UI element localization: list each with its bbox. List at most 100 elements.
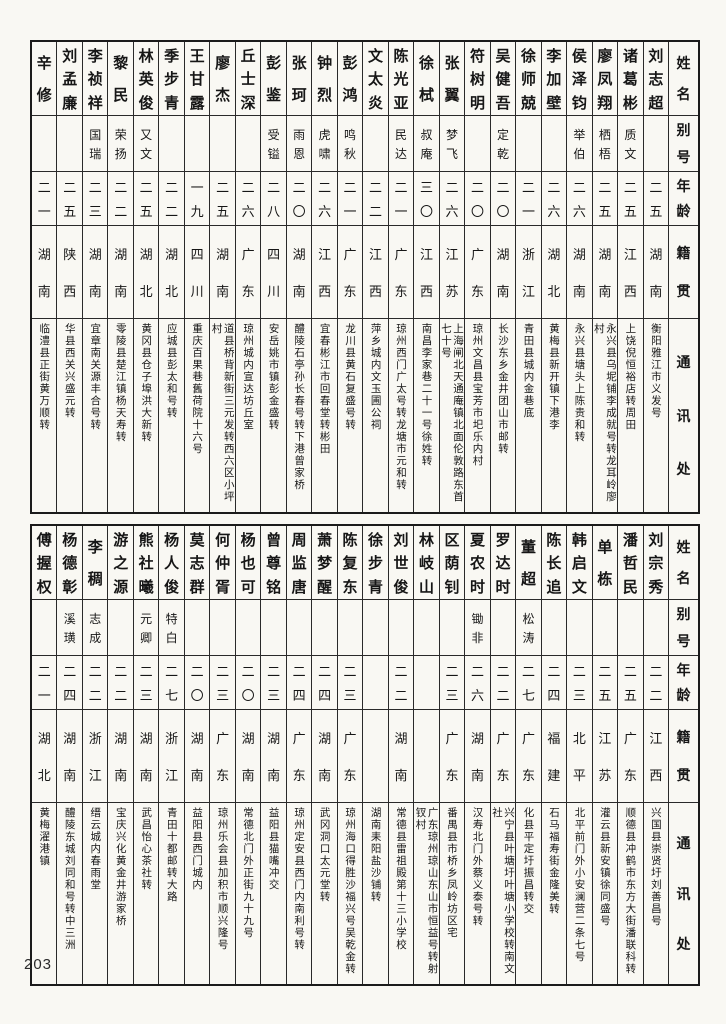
- person-name: 杨德彰: [57, 526, 82, 600]
- person-address: 灌云县新安镇徐同盛号: [598, 807, 611, 927]
- person-origin: 广东: [286, 710, 312, 803]
- person-age: 二六: [567, 172, 592, 226]
- person-name: 侯泽钧: [567, 42, 592, 116]
- person-origin: 浙江: [516, 226, 541, 319]
- person-address: 武冈洞口太元堂转: [318, 807, 331, 903]
- person-origin: 北平: [567, 710, 592, 803]
- header-origin: 籍贯: [669, 710, 698, 803]
- person-name: 王甘露: [184, 42, 210, 116]
- person-origin: 广东: [465, 226, 490, 319]
- person-alias: [592, 600, 618, 656]
- person-origin: 湖南: [261, 710, 286, 803]
- person-column: 刘世俊 二二 湖南 常德县雷祖殿第十三小学校: [387, 526, 414, 984]
- person-alias: [184, 600, 210, 656]
- person-name: 陈复东: [337, 526, 363, 600]
- person-alias: 锄非: [465, 600, 490, 656]
- person-name: 徐师兢: [516, 42, 541, 116]
- person-name: 莫志群: [184, 526, 210, 600]
- person-alias: 受镒: [261, 116, 286, 172]
- person-address: 宜章南关源丰合号转: [89, 323, 102, 431]
- person-name: 李祯祥: [82, 42, 108, 116]
- person-alias: [108, 600, 133, 656]
- person-address: 琼州海口得胜沙福兴号吴乾金转: [344, 807, 357, 975]
- header-column: 姓名 别号 年龄 籍贯 通讯处: [668, 42, 698, 512]
- person-name: 张翼: [439, 42, 465, 116]
- person-column: 黎民 荣扬 二二 湖南 零陵县楚江镇杨天寿转: [107, 42, 133, 512]
- person-origin: 江西: [363, 226, 388, 319]
- person-column: 夏农时 锄非 二六 湖南 汉寿北门外蔡义泰号转: [464, 526, 490, 984]
- person-age: [414, 656, 439, 710]
- person-name: 彭鸿: [337, 42, 363, 116]
- person-age: 一九: [184, 172, 210, 226]
- person-origin: 四川: [261, 226, 286, 319]
- person-alias: 民达: [388, 116, 414, 172]
- person-address: 琼州定安县西门内南利号转: [293, 807, 306, 951]
- person-origin: 湖南: [312, 710, 337, 803]
- person-alias: 松涛: [516, 600, 541, 656]
- person-address: 醴陵东城刘同和号转中三洲: [63, 807, 76, 951]
- person-age: 二四: [312, 656, 337, 710]
- person-age: 二五: [618, 656, 643, 710]
- person-name: 陈光亚: [388, 42, 414, 116]
- header-origin: 籍贯: [669, 226, 698, 319]
- person-name: 钟烈: [312, 42, 337, 116]
- person-column: 文太炎 二二 江西 萍乡城内文玉圃公祠: [362, 42, 388, 512]
- header-alias: 别号: [669, 600, 698, 656]
- person-address: 常德北门外正街九十九号: [242, 807, 255, 939]
- person-address: 临澧县正街黄万顺转: [38, 323, 51, 431]
- person-column: 陈复东 二三 广东 琼州海口得胜沙福兴号吴乾金转: [336, 526, 363, 984]
- person-origin: 湖南: [32, 226, 57, 319]
- person-address: 上海闸北天通庵镇北面伦敦路东首七十号: [439, 323, 465, 503]
- person-age: 二五: [592, 656, 618, 710]
- person-alias: 元卿: [133, 600, 159, 656]
- person-age: 二三: [567, 656, 592, 710]
- person-column: 韩启文 二三 北平 北平前门外小安澜营二条七号: [566, 526, 592, 984]
- person-column: 林岐山 广东琼州琼山东山市恒益号转射钗村: [413, 526, 439, 984]
- person-column: 王甘露 一九 四川 重庆百果巷舊荷院十六号: [183, 42, 210, 512]
- header-name: 姓名: [669, 526, 698, 600]
- header-age: 年龄: [669, 656, 698, 710]
- person-address: 宝庆兴化黄金井游家桥: [114, 807, 127, 927]
- person-age: 二〇: [490, 172, 516, 226]
- directory-table-bottom: 姓名 别号 年龄 籍贯 通讯处 刘宗秀 二二 江西 兴国县崇贤圩刘善昌号 潘哲民…: [30, 524, 700, 986]
- person-age: 二二: [490, 656, 516, 710]
- person-column: 徐步青 湖南耒阳盐沙铺转: [362, 526, 388, 984]
- person-column: 李祯祥 国瑞 二三 湖南 宜章南关源丰合号转: [81, 42, 108, 512]
- person-address: 缙云城内春雨堂: [89, 807, 102, 891]
- person-origin: 广东: [516, 710, 541, 803]
- person-name: 林岐山: [414, 526, 439, 600]
- person-name: 夏农时: [465, 526, 490, 600]
- person-alias: 溪璜: [57, 600, 82, 656]
- person-age: 二一: [32, 172, 57, 226]
- person-alias: 梦飞: [439, 116, 465, 172]
- person-age: 二八: [261, 172, 286, 226]
- person-age: 二三: [439, 656, 465, 710]
- person-age: 二五: [210, 172, 235, 226]
- person-column: 刘孟廉 二五 陕西 华县西关兴盛元转: [56, 42, 82, 512]
- person-name: 李稠: [82, 526, 108, 600]
- person-column: 何仲胥 二三 广东 琼州乐会县加积市顺兴隆号: [209, 526, 235, 984]
- person-age: 二五: [618, 172, 643, 226]
- person-column: 李加壁 二六 湖北 黄梅县新开镇下港李: [540, 42, 567, 512]
- person-name: 区荫钊: [439, 526, 465, 600]
- person-alias: [516, 116, 541, 172]
- person-alias: [541, 600, 567, 656]
- person-address: 广东琼州琼山东山市恒益号转射钗村: [414, 807, 439, 975]
- person-column: 钟烈 虎啸 二六 江西 宜春彬江市回春堂转彬田: [311, 42, 337, 512]
- person-age: 二〇: [184, 656, 210, 710]
- person-column: 刘志超 二五 湖南 衡阳雅江市义发号: [642, 42, 669, 512]
- person-address: 北平前门外小安澜营二条七号: [573, 807, 586, 963]
- person-column: 诸葛彬 质文 二五 江西 上饶倪恒裕店转周田: [617, 42, 643, 512]
- person-origin: 湖北: [133, 226, 159, 319]
- person-age: 二二: [108, 656, 133, 710]
- person-address: 醴陵石亭孙长春号转下港曾家桥: [293, 323, 306, 491]
- person-column: 熊社曦 元卿 二三 湖南 武昌怡心茶社转: [132, 526, 159, 984]
- person-origin: 湖南: [108, 226, 133, 319]
- person-alias: [57, 116, 82, 172]
- person-origin: 湖北: [541, 226, 567, 319]
- person-column: 杨也可 二〇 湖南 常德北门外正街九十九号: [234, 526, 261, 984]
- person-age: 二六: [465, 656, 490, 710]
- person-name: 廖凤翔: [592, 42, 618, 116]
- person-origin: 湖南: [184, 710, 210, 803]
